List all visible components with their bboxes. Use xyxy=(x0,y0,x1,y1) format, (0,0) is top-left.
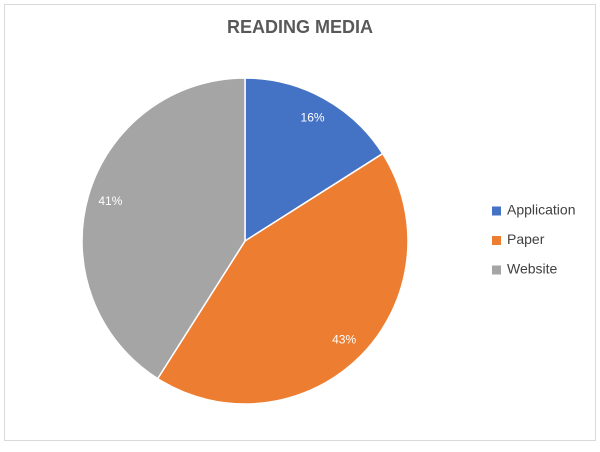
legend-label: Paper xyxy=(507,231,545,247)
legend-label: Website xyxy=(507,261,558,277)
legend: Application Paper Website xyxy=(492,202,576,277)
chart-title: READING MEDIA xyxy=(227,17,373,37)
pie: 16% 43% 41% xyxy=(81,77,409,405)
pie-slice xyxy=(81,77,246,380)
data-label: 41% xyxy=(98,194,122,208)
legend-swatch xyxy=(492,206,501,216)
pie-slice xyxy=(244,77,384,243)
data-label: 43% xyxy=(332,332,356,346)
legend-swatch xyxy=(492,265,501,275)
data-label: 16% xyxy=(301,110,325,124)
legend-label: Application xyxy=(507,202,576,218)
legend-swatch xyxy=(492,236,501,245)
pie-slice xyxy=(156,152,409,405)
